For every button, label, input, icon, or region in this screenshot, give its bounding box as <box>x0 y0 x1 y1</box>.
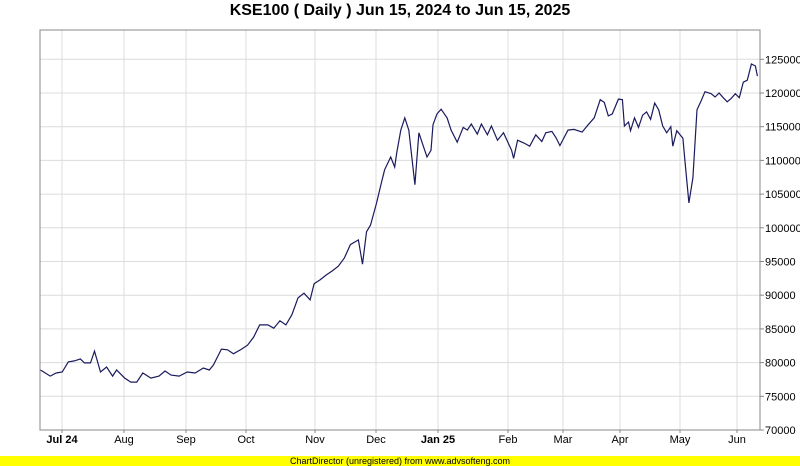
watermark-footer: ChartDirector (unregistered) from www.ad… <box>0 456 800 466</box>
plot-frame <box>39 29 761 431</box>
x-tick-label: Oct <box>237 434 254 446</box>
x-tick-label: Nov <box>305 434 325 446</box>
y-axis: 70000 75000 80000 85000 90000 95000 100000 1050… <box>760 54 800 437</box>
x-tick-label: May <box>670 434 691 446</box>
y-tick-label: 85000 <box>765 324 796 336</box>
y-tick-label: 125000 <box>765 54 800 66</box>
y-tick-label: 110000 <box>765 155 800 167</box>
y-tick-label: 80000 <box>765 358 796 370</box>
x-tick-label: Dec <box>366 434 386 446</box>
chart-title: KSE100 ( Daily ) Jun 15, 2024 to Jun 15,… <box>229 2 571 19</box>
series-line <box>39 63 758 383</box>
x-tick-label: Sep <box>176 434 196 446</box>
grid <box>40 30 760 430</box>
x-tick-label: Jul 24 <box>46 434 78 446</box>
x-tick-label: Jan 25 <box>421 434 455 446</box>
x-tick-label: Mar <box>554 434 573 446</box>
y-tick-label: 90000 <box>765 290 796 302</box>
y-tick-label: 70000 <box>765 425 796 437</box>
y-tick-label: 120000 <box>765 88 800 100</box>
y-tick-label: 100000 <box>765 223 800 235</box>
y-tick-label: 105000 <box>765 189 800 201</box>
x-axis: Jul 24 Aug Sep Oct Nov Dec Jan 25 Feb Mar Apr May J… <box>46 430 746 446</box>
y-tick-label: 115000 <box>765 122 800 134</box>
x-tick-label: Feb <box>499 434 518 446</box>
x-tick-label: Aug <box>114 434 134 446</box>
y-tick-label: 95000 <box>765 257 796 269</box>
x-tick-label: Apr <box>611 434 628 446</box>
x-tick-label: Jun <box>728 434 746 446</box>
y-tick-label: 75000 <box>765 391 796 403</box>
